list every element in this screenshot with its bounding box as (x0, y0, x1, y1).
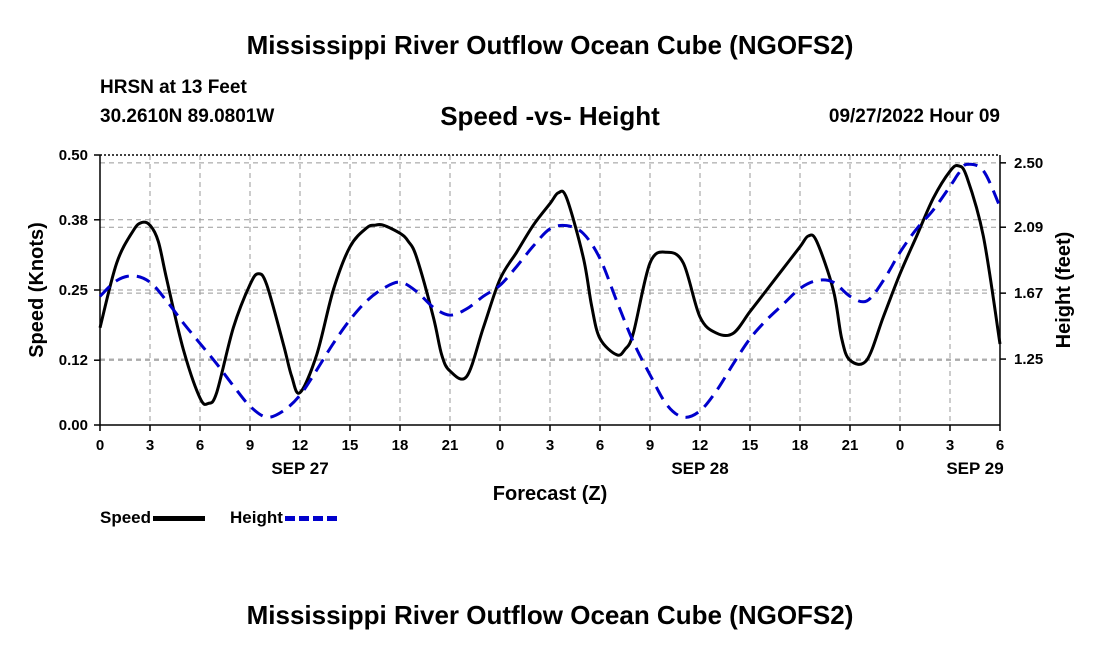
date-label: SEP 27 (271, 459, 328, 478)
height-series-line (98, 162, 1002, 419)
x-tick-label: 18 (392, 437, 409, 454)
x-tick-label: 0 (96, 437, 104, 454)
legend-height-swatch (284, 515, 337, 521)
y-left-tick-label: 0.12 (59, 352, 88, 369)
x-tick-label: 3 (946, 437, 954, 454)
date-label: SEP 28 (671, 459, 728, 478)
x-tick-label: 21 (442, 437, 459, 454)
y-axis-right-title: Height (feet) (1053, 232, 1075, 349)
legend-height: Height (230, 508, 337, 528)
x-tick-label: 3 (546, 437, 554, 454)
y-axis-left-title: Speed (Knots) (26, 222, 48, 358)
station-label: HRSN at 13 Feet (100, 77, 247, 98)
x-tick-label: 3 (146, 437, 154, 454)
x-tick-label: 12 (292, 437, 309, 454)
footer-title: Mississippi River Outflow Ocean Cube (NG… (246, 600, 854, 630)
x-tick-label: 15 (742, 437, 759, 454)
date-label: SEP 29 (946, 459, 1003, 478)
y-left-tick-label: 0.50 (59, 147, 88, 164)
y-right-tick-label: 2.50 (1014, 155, 1043, 172)
y-right-tick-label: 1.67 (1014, 285, 1043, 302)
y-left-tick-label: 0.38 (59, 212, 88, 229)
x-tick-label: 6 (596, 437, 604, 454)
x-tick-label: 18 (792, 437, 809, 454)
x-tick-label: 0 (496, 437, 504, 454)
chart-title: Mississippi River Outflow Ocean Cube (NG… (246, 30, 854, 60)
y-right-tick-label: 2.09 (1014, 219, 1043, 236)
legend-height-label: Height (230, 508, 283, 527)
x-tick-label: 9 (646, 437, 654, 454)
forecast-datestamp: 09/27/2022 Hour 09 (828, 106, 1000, 127)
speed-series-line (98, 164, 1002, 406)
x-tick-label: 6 (196, 437, 204, 454)
x-tick-label: 6 (996, 437, 1004, 454)
legend-speed: Speed (100, 508, 206, 528)
x-tick-label: 21 (842, 437, 859, 454)
legend-speed-label: Speed (100, 508, 152, 527)
x-tick-label: 9 (246, 437, 254, 454)
chart-subtitle: Speed -vs- Height (440, 101, 660, 131)
x-tick-label: 12 (692, 437, 709, 454)
station-coordinates: 30.2610N 89.0801W (100, 106, 275, 127)
y-left-tick-label: 0.25 (59, 282, 88, 299)
x-tick-label: 15 (342, 437, 359, 454)
y-left-tick-label: 0.00 (59, 417, 88, 434)
y-right-tick-label: 1.25 (1014, 351, 1043, 368)
x-axis-title: Forecast (Z) (493, 483, 607, 505)
legend-speed-swatch (153, 515, 206, 521)
x-tick-label: 0 (896, 437, 904, 454)
